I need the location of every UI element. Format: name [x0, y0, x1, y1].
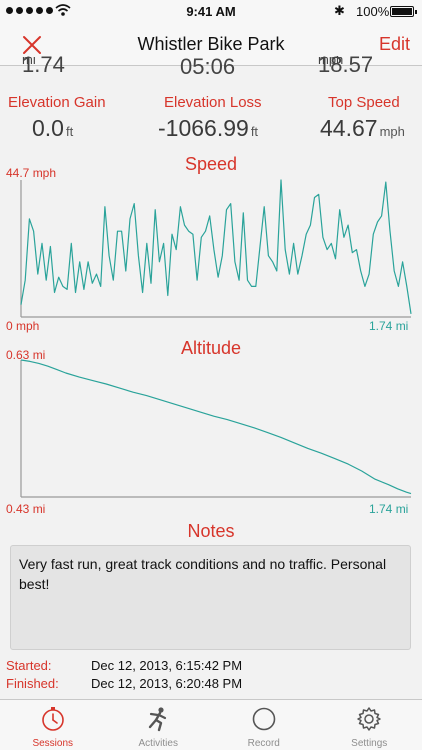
altitude-chart-title: Altitude: [180, 338, 242, 358]
elevation-loss-value: -1066.99 ft: [158, 115, 259, 141]
tab-sessions[interactable]: Sessions: [0, 700, 106, 750]
notes-text-area[interactable]: Very fast run, great track conditions an…: [10, 545, 411, 650]
tab-settings[interactable]: Settings: [317, 700, 422, 750]
elevation-gain-value: 0.0 ft: [32, 115, 74, 141]
tab-sessions-label: Sessions: [32, 738, 74, 749]
tab-activities[interactable]: Activities: [106, 700, 212, 750]
runner-icon: [149, 707, 167, 732]
speed-chart: [20, 179, 412, 318]
edit-button[interactable]: Edit: [378, 34, 410, 54]
speed-chart-title: Speed: [184, 154, 238, 174]
top-speed-label: Top Speed: [328, 94, 400, 111]
top-speed-value: 44.67 mph: [320, 115, 405, 141]
signal-strength-icon: [6, 7, 53, 14]
bluetooth-icon: ✱: [334, 3, 345, 18]
finished-value: Dec 12, 2013, 6:20:48 PM: [91, 676, 243, 691]
tab-settings-label: Settings: [351, 738, 388, 749]
altitude-y-max-label: 0.63 mi: [6, 348, 46, 362]
started-label: Started:: [6, 658, 52, 673]
altitude-chart-series-line: [20, 359, 412, 495]
top-stats-partial: 1.74 mi 05:06 18.57 mph: [22, 56, 374, 78]
stopwatch-icon: [41, 707, 64, 731]
battery-icon: [390, 6, 417, 17]
speed-x-end-label: 1.74 mi: [369, 319, 409, 333]
page-title: Whistler Bike Park: [137, 34, 285, 54]
tab-activities-label: Activities: [138, 738, 178, 749]
tab-record-label: Record: [247, 738, 280, 749]
speed-y-min-label: 0 mph: [6, 319, 40, 333]
finished-label: Finished:: [6, 676, 59, 691]
gear-icon: [357, 707, 381, 731]
duration-value-partial: 05:06: [180, 56, 236, 78]
elevation-gain-label: Elevation Gain: [8, 94, 106, 111]
speed-chart-series-line: [20, 179, 412, 314]
wifi-icon: [55, 4, 71, 16]
started-value: Dec 12, 2013, 6:15:42 PM: [91, 658, 243, 673]
close-icon[interactable]: [18, 31, 46, 59]
altitude-chart: [20, 359, 412, 498]
notes-title: Notes: [187, 521, 235, 541]
altitude-y-min-label: 0.43 mi: [6, 502, 46, 516]
tab-record[interactable]: Record: [211, 700, 317, 750]
tab-bar: Sessions Activities Record Settings: [0, 699, 422, 750]
record-circle-icon: [252, 707, 276, 731]
speed-y-max-label: 44.7 mph: [6, 166, 57, 180]
status-bar: 9:41 AM ✱ 100%: [0, 0, 422, 24]
battery-percent: 100%: [356, 4, 390, 19]
elevation-loss-label: Elevation Loss: [164, 94, 262, 111]
status-time: 9:41 AM: [186, 4, 236, 19]
altitude-x-end-label: 1.74 mi: [369, 502, 409, 516]
